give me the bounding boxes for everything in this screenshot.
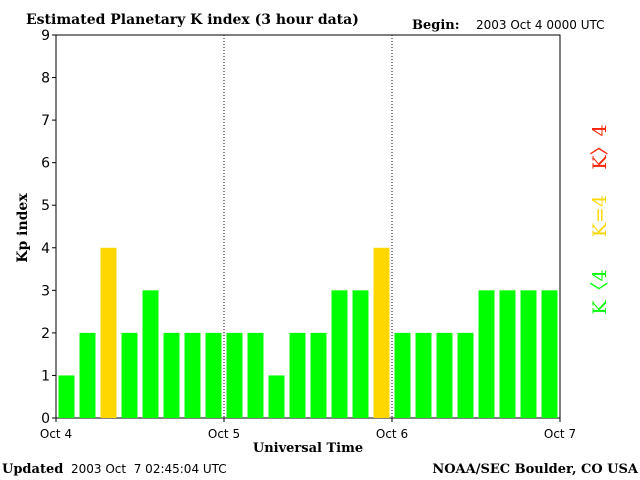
y-tick-label: 0 bbox=[41, 411, 50, 427]
y-tick-label: 8 bbox=[41, 71, 50, 87]
legend-equal: K=4 bbox=[589, 195, 611, 237]
legend-high: K〉4 bbox=[589, 124, 611, 169]
y-tick-label: 2 bbox=[41, 326, 50, 342]
updated-label: Updated bbox=[2, 462, 63, 477]
day-separators bbox=[223, 35, 393, 418]
y-tick-label: 9 bbox=[41, 28, 50, 44]
kp-bar bbox=[121, 332, 138, 418]
kp-bar bbox=[184, 332, 201, 418]
kp-bar bbox=[331, 290, 348, 418]
x-tick-label: Oct 5 bbox=[208, 427, 240, 441]
y-axis-ticks: 0 1 2 3 4 5 6 7 8 9 bbox=[41, 28, 56, 427]
updated-value: 2003 Oct 7 02:45:04 UTC bbox=[71, 462, 227, 476]
x-tick-label: Oct 6 bbox=[376, 427, 408, 441]
source-credit: NOAA/SEC Boulder, CO USA bbox=[432, 462, 639, 477]
kp-bar bbox=[163, 332, 180, 418]
kp-bar bbox=[520, 290, 537, 418]
kp-bar bbox=[394, 332, 411, 418]
y-tick-label: 1 bbox=[41, 368, 50, 384]
kp-bar bbox=[289, 332, 306, 418]
x-tick-label: Oct 7 bbox=[544, 427, 576, 441]
kp-bar bbox=[247, 332, 264, 418]
plot-frame bbox=[55, 34, 561, 419]
kp-bar bbox=[100, 247, 117, 418]
x-axis-ticks: Oct 4 Oct 5 Oct 6 Oct 7 bbox=[40, 418, 576, 441]
kp-bar bbox=[226, 332, 243, 418]
y-tick-label: 4 bbox=[41, 241, 50, 257]
x-axis-label: Universal Time bbox=[253, 441, 363, 456]
x-tick-label: Oct 4 bbox=[40, 427, 72, 441]
kp-bar bbox=[58, 375, 75, 418]
y-axis-label: Kp index bbox=[15, 193, 31, 263]
begin-value: 2003 Oct 4 0000 UTC bbox=[476, 18, 605, 32]
y-tick-label: 5 bbox=[41, 198, 50, 214]
kp-bar bbox=[142, 290, 159, 418]
kp-bar bbox=[373, 247, 390, 418]
chart-title: Estimated Planetary K index (3 hour data… bbox=[26, 12, 359, 28]
kp-bar bbox=[499, 290, 516, 418]
kp-bar bbox=[268, 375, 285, 418]
y-tick-label: 6 bbox=[41, 156, 50, 172]
y-tick-label: 3 bbox=[41, 283, 50, 299]
kp-bar bbox=[436, 332, 453, 418]
legend-low: K〈4 bbox=[589, 269, 611, 314]
kp-bar bbox=[79, 332, 96, 418]
kp-bar bbox=[205, 332, 222, 418]
kp-bar bbox=[310, 332, 327, 418]
kp-bar bbox=[478, 290, 495, 418]
begin-label: Begin: bbox=[412, 18, 460, 33]
kp-bar bbox=[457, 332, 474, 418]
kp-bar bbox=[541, 290, 558, 418]
bar-series bbox=[58, 247, 558, 418]
y-tick-label: 7 bbox=[41, 113, 50, 129]
kp-bar bbox=[352, 290, 369, 418]
kp-bar bbox=[415, 332, 432, 418]
